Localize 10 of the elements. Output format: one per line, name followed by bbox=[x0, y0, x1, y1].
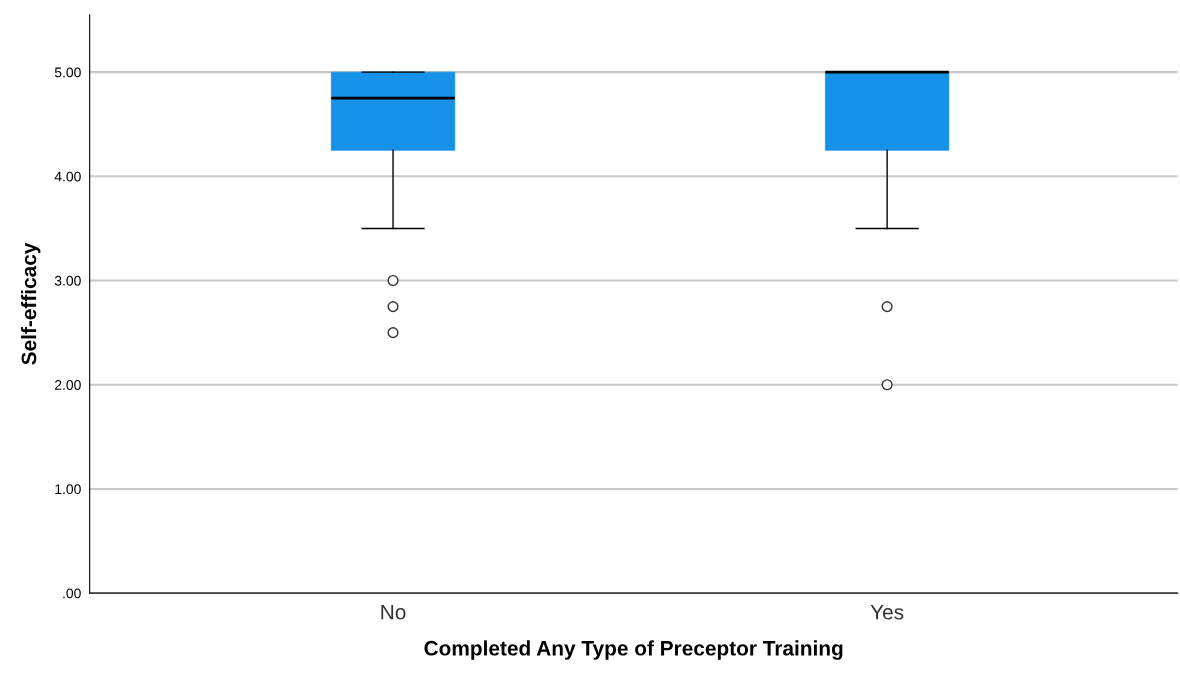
y-tick-label: .00 bbox=[63, 588, 81, 599]
y-tick-label: 2.00 bbox=[55, 380, 81, 390]
y-tick-label: 4.00 bbox=[54, 171, 81, 182]
x-tick-label: No bbox=[381, 605, 406, 620]
y-tick-label: 5.00 bbox=[54, 67, 81, 78]
y-tick-label: 3.00 bbox=[54, 275, 81, 286]
x-axis-title: Completed Any Type of Preceptor Training bbox=[424, 640, 843, 660]
y-axis-title: Self-efficacy bbox=[21, 242, 41, 365]
x-tick-label: Yes bbox=[870, 605, 904, 620]
y-tick-label: 1.00 bbox=[55, 484, 81, 495]
